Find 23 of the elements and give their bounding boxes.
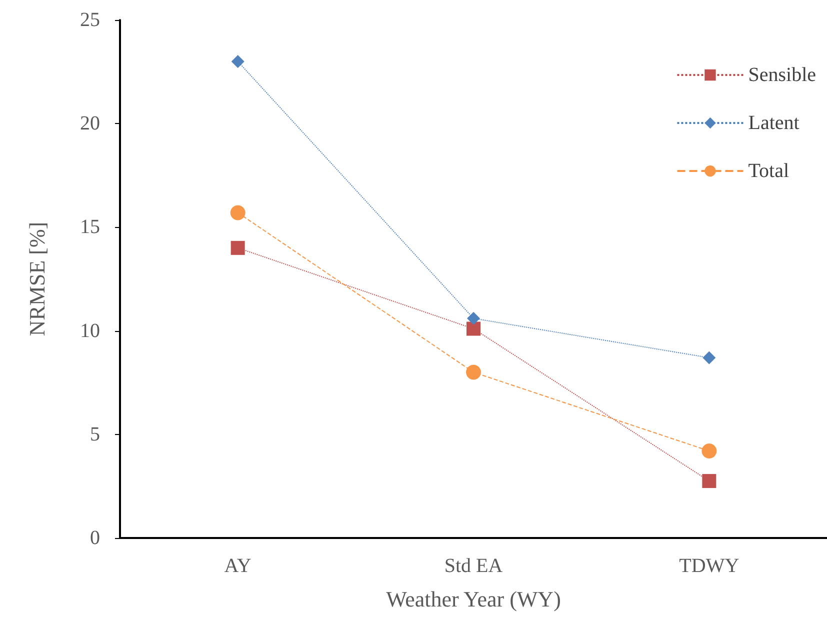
y-tick-label: 25 <box>80 9 100 31</box>
point <box>702 443 717 458</box>
point <box>466 364 481 380</box>
y-axis-title: NRMSE [%] <box>24 222 50 336</box>
point <box>466 322 480 336</box>
y-tick-label: 0 <box>90 527 100 549</box>
y-tick-label: 20 <box>80 112 100 135</box>
point <box>230 240 245 255</box>
point <box>467 312 480 325</box>
point <box>702 474 716 488</box>
point <box>702 351 716 364</box>
legend-label: Sensible <box>748 64 816 86</box>
point <box>230 205 246 220</box>
x-tick-label: TDWY <box>679 555 740 577</box>
y-tick-label: 10 <box>80 320 100 342</box>
x-tick-label: Std EA <box>444 555 504 577</box>
y-tick-label: 15 <box>80 216 100 238</box>
x-axis-title: Weather Year (WY) <box>386 586 561 612</box>
point <box>231 54 244 68</box>
y-tick-label: 5 <box>90 423 100 446</box>
legend-label: Total <box>748 160 790 182</box>
x-tick-label: AY <box>224 555 252 577</box>
legend-label: Latent <box>748 112 800 134</box>
